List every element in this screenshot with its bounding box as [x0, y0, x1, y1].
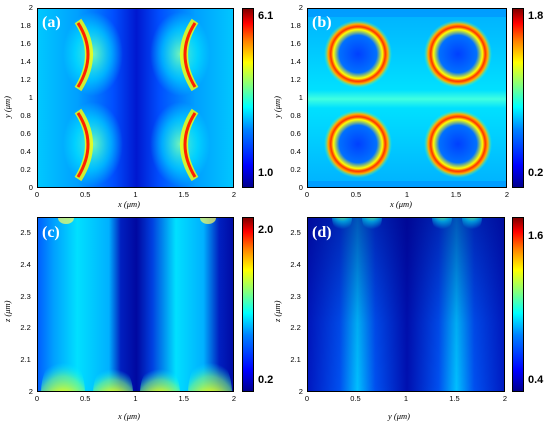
x-tick-c: 0.5 [79, 394, 91, 403]
panel-label-c: (c) [42, 224, 60, 241]
y-tick-b: 0.2 [290, 165, 301, 174]
y-tick-d: 2.4 [290, 259, 301, 269]
panel-label-a: (a) [42, 14, 61, 31]
x-tick-a: 1.5 [178, 190, 189, 199]
y-tick-b: 0 [298, 183, 303, 192]
y-tick-b: 1 [298, 93, 303, 102]
y-tick-a: 0.6 [20, 129, 31, 138]
y-tick-c: 2.4 [20, 259, 31, 269]
y-tick-c: 2.1 [20, 355, 31, 365]
colorbar-d-min: 0.4 [528, 374, 544, 386]
heatmap-b [307, 8, 507, 188]
colorbar-b [512, 8, 524, 188]
colorbar-b-min: 0.2 [528, 167, 544, 179]
xlabel-a: x (μm) [118, 199, 140, 209]
y-tick-a: 1.2 [20, 75, 31, 84]
colorbar-d-max: 1.6 [528, 230, 544, 242]
hotspots-c [41, 218, 232, 391]
y-tick-c: 2.2 [20, 323, 31, 333]
colorbar-c-min: 0.2 [258, 374, 274, 386]
ylabel-c: z (μm) [2, 300, 12, 323]
xlabel-c: x (μm) [118, 411, 140, 421]
y-tick-d: 2.3 [290, 291, 301, 301]
ylabel-d: z (μm) [272, 300, 282, 323]
y-tick-b: 0.8 [290, 111, 301, 120]
hotspots-a [63, 12, 210, 186]
x-tick-c: 1 [133, 394, 138, 403]
heatmap-c-svg [38, 218, 233, 391]
y-tick-a: 1 [28, 93, 33, 102]
y-tick-b: 0.4 [290, 147, 301, 156]
y-tick-a: 0.4 [20, 147, 31, 156]
y-tick-a: 0.8 [20, 111, 31, 120]
xlabel-d: y (μm) [388, 411, 410, 421]
heatmap-d [307, 217, 505, 392]
y-tick-c: 2.5 [20, 227, 31, 237]
x-tick-b: 2 [504, 190, 510, 199]
y-tick-c: 2.3 [20, 291, 31, 301]
y-tick-a: 1.4 [20, 57, 31, 66]
x-tick-d: 0 [304, 394, 310, 403]
x-tick-b: 1 [404, 190, 410, 199]
x-tick-c: 0 [34, 394, 40, 403]
panel-label-b: (b) [312, 14, 332, 31]
x-tick-d: 0.5 [350, 394, 361, 403]
x-tick-b: 1.5 [450, 190, 462, 199]
y-tick-d: 2.5 [290, 227, 301, 237]
y-tick-a: 1.6 [20, 39, 31, 48]
hotspots-b [324, 20, 492, 178]
heatmap-a-svg [38, 9, 233, 187]
colorbar-b-max: 1.8 [528, 10, 544, 22]
y-tick-b: 1.6 [290, 39, 301, 48]
y-tick-b: 1.2 [290, 75, 301, 84]
x-tick-a: 1 [133, 190, 138, 199]
y-tick-a: 1.8 [20, 21, 31, 30]
y-tick-a: 0 [28, 183, 33, 192]
y-tick-a: 2 [28, 3, 33, 12]
xlabel-b: x (μm) [390, 199, 412, 209]
panel-label-d: (d) [312, 224, 332, 241]
colorbar-a-max: 6.1 [258, 10, 274, 22]
x-tick-a: 0.5 [79, 190, 91, 199]
x-tick-d: 1.5 [449, 394, 460, 403]
x-tick-a: 0 [34, 190, 40, 199]
x-tick-c: 2 [231, 394, 237, 403]
colorbar-c-max: 2.0 [258, 224, 274, 236]
y-tick-b: 1.4 [290, 57, 301, 66]
heatmap-d-svg [308, 218, 504, 391]
x-tick-b: 0 [304, 190, 310, 199]
colorbar-a [242, 8, 254, 188]
ylabel-a: y (μm) [2, 96, 12, 118]
y-tick-d: 2 [298, 387, 303, 396]
x-tick-d: 2 [502, 394, 508, 403]
x-tick-c: 1.5 [178, 394, 189, 403]
colorbar-a-min: 1.0 [258, 167, 274, 179]
x-tick-d: 1 [403, 394, 409, 403]
y-tick-b: 0.6 [290, 129, 301, 138]
ylabel-b: y (μm) [272, 96, 282, 118]
colorbar-c [242, 217, 254, 392]
y-tick-c: 2 [28, 387, 33, 396]
heatmap-a [37, 8, 234, 188]
colorbar-d [512, 217, 524, 392]
y-tick-a: 0.2 [20, 165, 31, 174]
y-tick-b: 2 [298, 3, 303, 12]
heatmap-b-svg [308, 9, 506, 187]
hotspots-d [332, 218, 482, 232]
x-tick-b: 0.5 [350, 190, 362, 199]
x-tick-a: 2 [231, 190, 237, 199]
y-tick-b: 1.8 [290, 21, 301, 30]
heatmap-c [37, 217, 234, 392]
y-tick-d: 2.1 [290, 355, 301, 365]
y-tick-d: 2.2 [290, 323, 301, 333]
